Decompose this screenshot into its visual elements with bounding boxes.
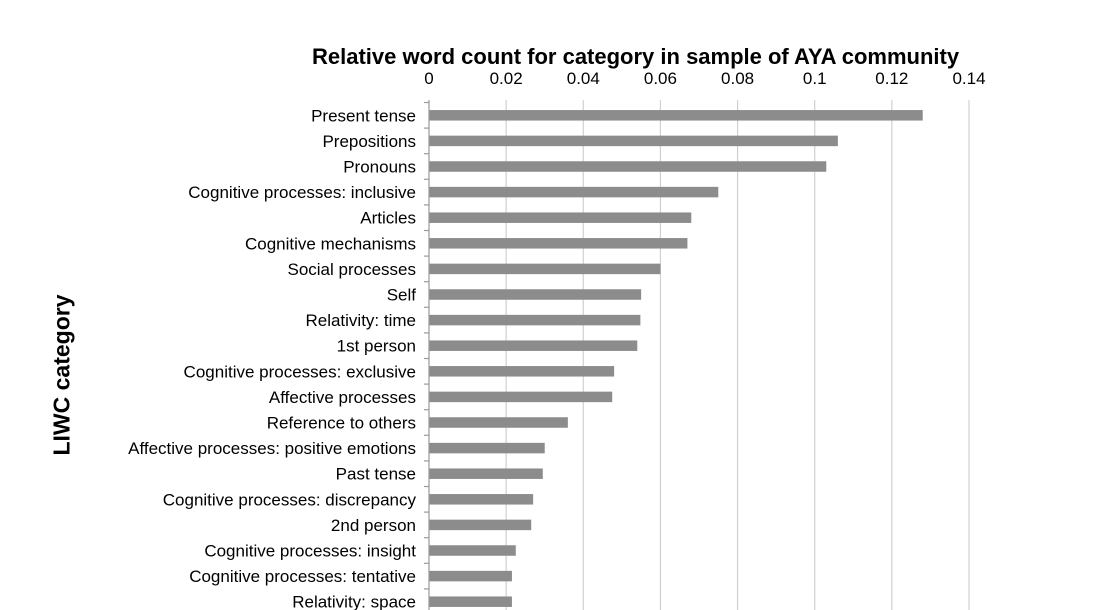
bar [429, 366, 615, 377]
category-label: Prepositions [322, 132, 416, 151]
bar [429, 135, 838, 147]
bar [429, 596, 512, 607]
bars [429, 110, 923, 607]
category-label: Cognitive processes: tentative [189, 567, 416, 586]
category-label: Social processes [287, 260, 416, 279]
bar [429, 570, 512, 582]
category-label: Affective processes [269, 388, 416, 407]
bar [429, 417, 568, 428]
category-label: Cognitive processes: exclusive [184, 362, 416, 381]
x-tick-label: 0.06 [644, 69, 677, 88]
bar [429, 186, 719, 198]
category-label: Present tense [311, 106, 416, 125]
bar [429, 519, 532, 531]
category-label: Relativity: time [305, 311, 416, 330]
x-tick-label: 0.1 [803, 69, 827, 88]
category-label: Cognitive processes: insight [204, 542, 416, 561]
bar [429, 110, 923, 121]
bar [429, 289, 642, 300]
x-tick-label: 0.12 [875, 69, 908, 88]
category-label: 1st person [337, 337, 416, 356]
x-tick-label: 0.08 [721, 69, 754, 88]
bar [429, 238, 688, 249]
x-tick-label: 0.02 [490, 69, 523, 88]
grid-lines [505, 100, 970, 610]
bar [429, 494, 534, 505]
category-label: Cognitive mechanisms [245, 234, 416, 253]
bar [429, 442, 545, 454]
category-label: Reference to others [267, 414, 416, 433]
category-label: Cognitive processes: discrepancy [163, 490, 417, 509]
category-label: Pronouns [343, 158, 416, 177]
category-label: Self [387, 286, 417, 305]
x-tick-label: 0.14 [952, 69, 985, 88]
bar [429, 391, 613, 403]
category-labels: Present tense Prepositions Pronouns Cogniti… [128, 106, 416, 610]
category-label: Affective processes: positive emotions [128, 439, 416, 458]
category-label: 2nd person [331, 516, 416, 535]
x-tick-labels: 0 0.02 0.04 0.06 0.08 0.1 0.12 0.14 [424, 69, 985, 88]
bar [429, 545, 516, 556]
bar [429, 212, 692, 223]
y-axis [424, 100, 430, 610]
bar [429, 468, 543, 479]
x-tick-label: 0 [424, 69, 433, 88]
bar [429, 340, 638, 351]
category-label: Past tense [336, 465, 416, 484]
x-tick-label: 0.04 [567, 69, 600, 88]
bar [429, 314, 641, 326]
category-label: Articles [360, 209, 416, 228]
category-label: Relativity: space [292, 593, 416, 610]
bar [429, 263, 661, 275]
category-label: Cognitive processes: inclusive [188, 183, 416, 202]
chart-title: Relative word count for category in samp… [312, 44, 960, 69]
bar [429, 161, 827, 172]
